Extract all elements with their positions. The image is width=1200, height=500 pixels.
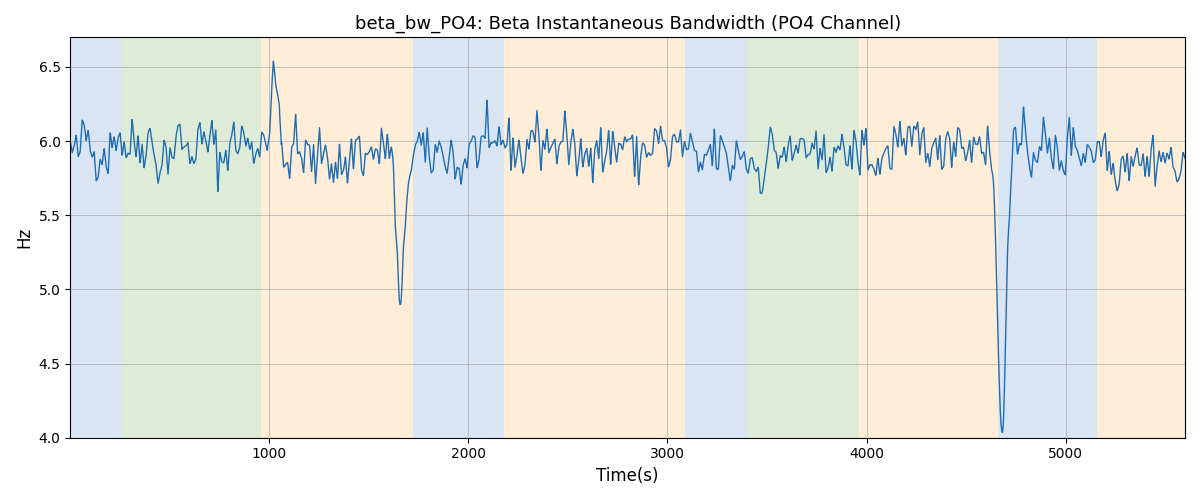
Bar [122, 38, 262, 438]
Bar [413, 38, 504, 438]
Bar [748, 38, 858, 438]
Bar [1098, 38, 1184, 438]
Bar [504, 38, 685, 438]
Bar [858, 38, 998, 438]
Bar [998, 38, 1098, 438]
Title: beta_bw_PO4: Beta Instantaneous Bandwidth (PO4 Channel): beta_bw_PO4: Beta Instantaneous Bandwidt… [354, 15, 901, 34]
Bar [71, 38, 122, 438]
Bar [685, 38, 748, 438]
Y-axis label: Hz: Hz [16, 227, 34, 248]
Bar [262, 38, 413, 438]
X-axis label: Time(s): Time(s) [596, 467, 659, 485]
